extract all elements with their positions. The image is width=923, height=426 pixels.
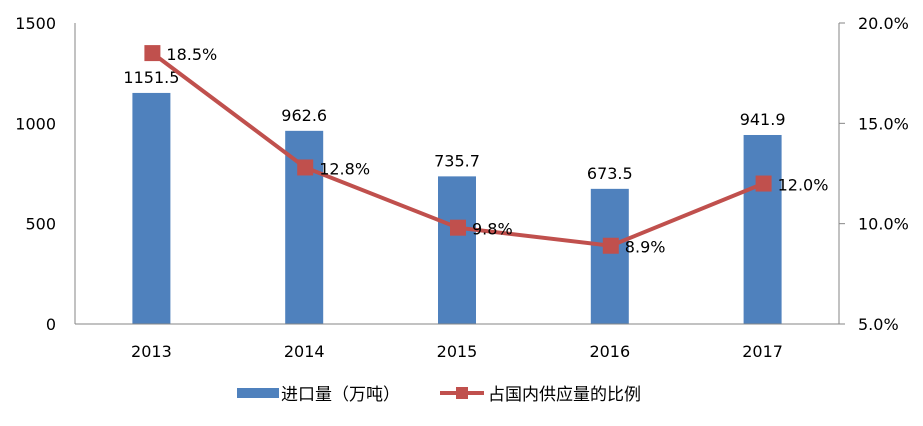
line-value-label: 18.5% [166, 45, 217, 64]
bar-value-label: 1151.5 [123, 68, 179, 87]
square-marker-icon [755, 175, 772, 192]
bar-data-labels: 1151.5 962.6 735.7 673.5 941.9 [123, 68, 785, 183]
bar-value-label: 673.5 [587, 164, 633, 183]
x-tick-label: 2017 [742, 342, 783, 361]
x-tick-label: 2014 [284, 342, 325, 361]
square-marker-icon [297, 159, 314, 176]
x-tick-label: 2016 [589, 342, 630, 361]
bar [743, 134, 782, 324]
bar-value-label: 962.6 [281, 106, 327, 125]
left-tick-label: 1000 [15, 114, 56, 133]
bar [132, 92, 171, 324]
line-marker-swatch-icon [440, 386, 484, 399]
left-tick-label: 500 [25, 215, 56, 234]
legend: 进口量（万吨） 占国内供应量的比例 [237, 380, 641, 405]
combo-chart: 0 500 1000 1500 5.0% 10.0% 15.0% 20.0% 1151.5 9… [15, 14, 909, 361]
bar-value-label: 735.7 [434, 151, 480, 170]
right-axis-ticks: 5.0% 10.0% 15.0% 20.0% [839, 14, 909, 334]
right-tick-label: 5.0% [858, 315, 899, 334]
bar [590, 188, 629, 324]
line-value-label: 8.9% [625, 238, 666, 257]
bar-swatch-icon [237, 387, 279, 398]
x-tick-label: 2013 [131, 342, 172, 361]
right-tick-label: 15.0% [858, 114, 909, 133]
square-marker-icon [450, 219, 466, 236]
legend-label: 进口量（万吨） [281, 385, 400, 405]
line-value-label: 9.8% [472, 220, 513, 239]
bar-value-label: 941.9 [740, 110, 786, 129]
line-series [144, 45, 772, 254]
left-tick-label: 0 [46, 315, 56, 334]
line-value-label: 12.0% [778, 176, 829, 195]
right-tick-label: 10.0% [858, 215, 909, 234]
left-axis-ticks: 0 500 1000 1500 [15, 14, 56, 334]
right-tick-label: 20.0% [858, 14, 909, 33]
square-marker-icon [144, 45, 161, 62]
x-axis-ticks: 2013 2014 2015 2016 2017 [131, 342, 783, 361]
legend-item-import-volume: 进口量（万吨） [237, 380, 400, 405]
left-tick-label: 1500 [15, 14, 56, 33]
line-data-labels: 18.5% 12.8% 9.8% 8.9% 12.0% [166, 45, 828, 257]
bar [438, 176, 476, 324]
legend-item-share: 占国内供应量的比例 [440, 380, 641, 405]
x-tick-label: 2015 [437, 342, 478, 361]
line-value-label: 12.8% [319, 159, 370, 178]
bar-series [132, 92, 782, 324]
legend-label: 占国内供应量的比例 [488, 385, 641, 405]
square-marker-icon [602, 237, 619, 254]
